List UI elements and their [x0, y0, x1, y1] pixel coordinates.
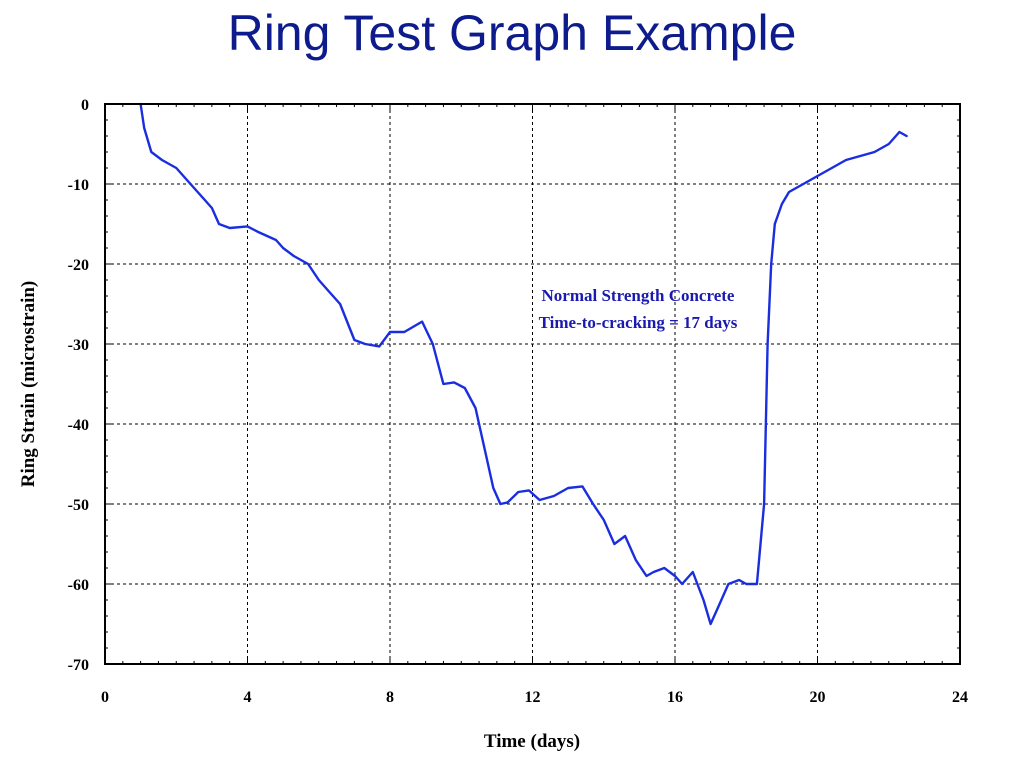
y-tick-label: -70	[68, 657, 89, 674]
annotation-line-1: Normal Strength Concrete	[542, 286, 735, 305]
slide-title: Ring Test Graph Example	[227, 5, 797, 61]
grid-layer	[105, 104, 960, 664]
x-tick-label: 12	[525, 689, 541, 706]
y-tick-label: -60	[68, 577, 89, 594]
series-layer	[139, 102, 908, 626]
x-tick-label: 4	[244, 689, 252, 706]
x-tick-label: 24	[952, 689, 968, 706]
x-tick-label: 20	[810, 689, 826, 706]
y-tick-label: 0	[81, 97, 89, 114]
y-tick-label: -40	[68, 417, 89, 434]
y-tick-label: -50	[68, 497, 89, 514]
y-tick-label: -20	[68, 257, 89, 274]
y-tick-label: -30	[68, 337, 89, 354]
annotation-line-2: Time-to-cracking = 17 days	[539, 313, 738, 332]
plot-frame	[104, 103, 961, 665]
x-tick-label: 8	[386, 689, 394, 706]
x-tick-label: 16	[667, 689, 683, 706]
strain-series-line	[139, 102, 908, 626]
x-axis-title: Time (days)	[484, 731, 580, 752]
y-tick-label: -10	[68, 177, 89, 194]
y-axis-title: Ring Strain (microstrain)	[18, 281, 39, 488]
tick-layer: 0 4 8 12 16 20 24 0 -10 -20 -30 -40 -50 -60 -70	[68, 97, 968, 706]
x-tick-label: 0	[101, 689, 109, 706]
